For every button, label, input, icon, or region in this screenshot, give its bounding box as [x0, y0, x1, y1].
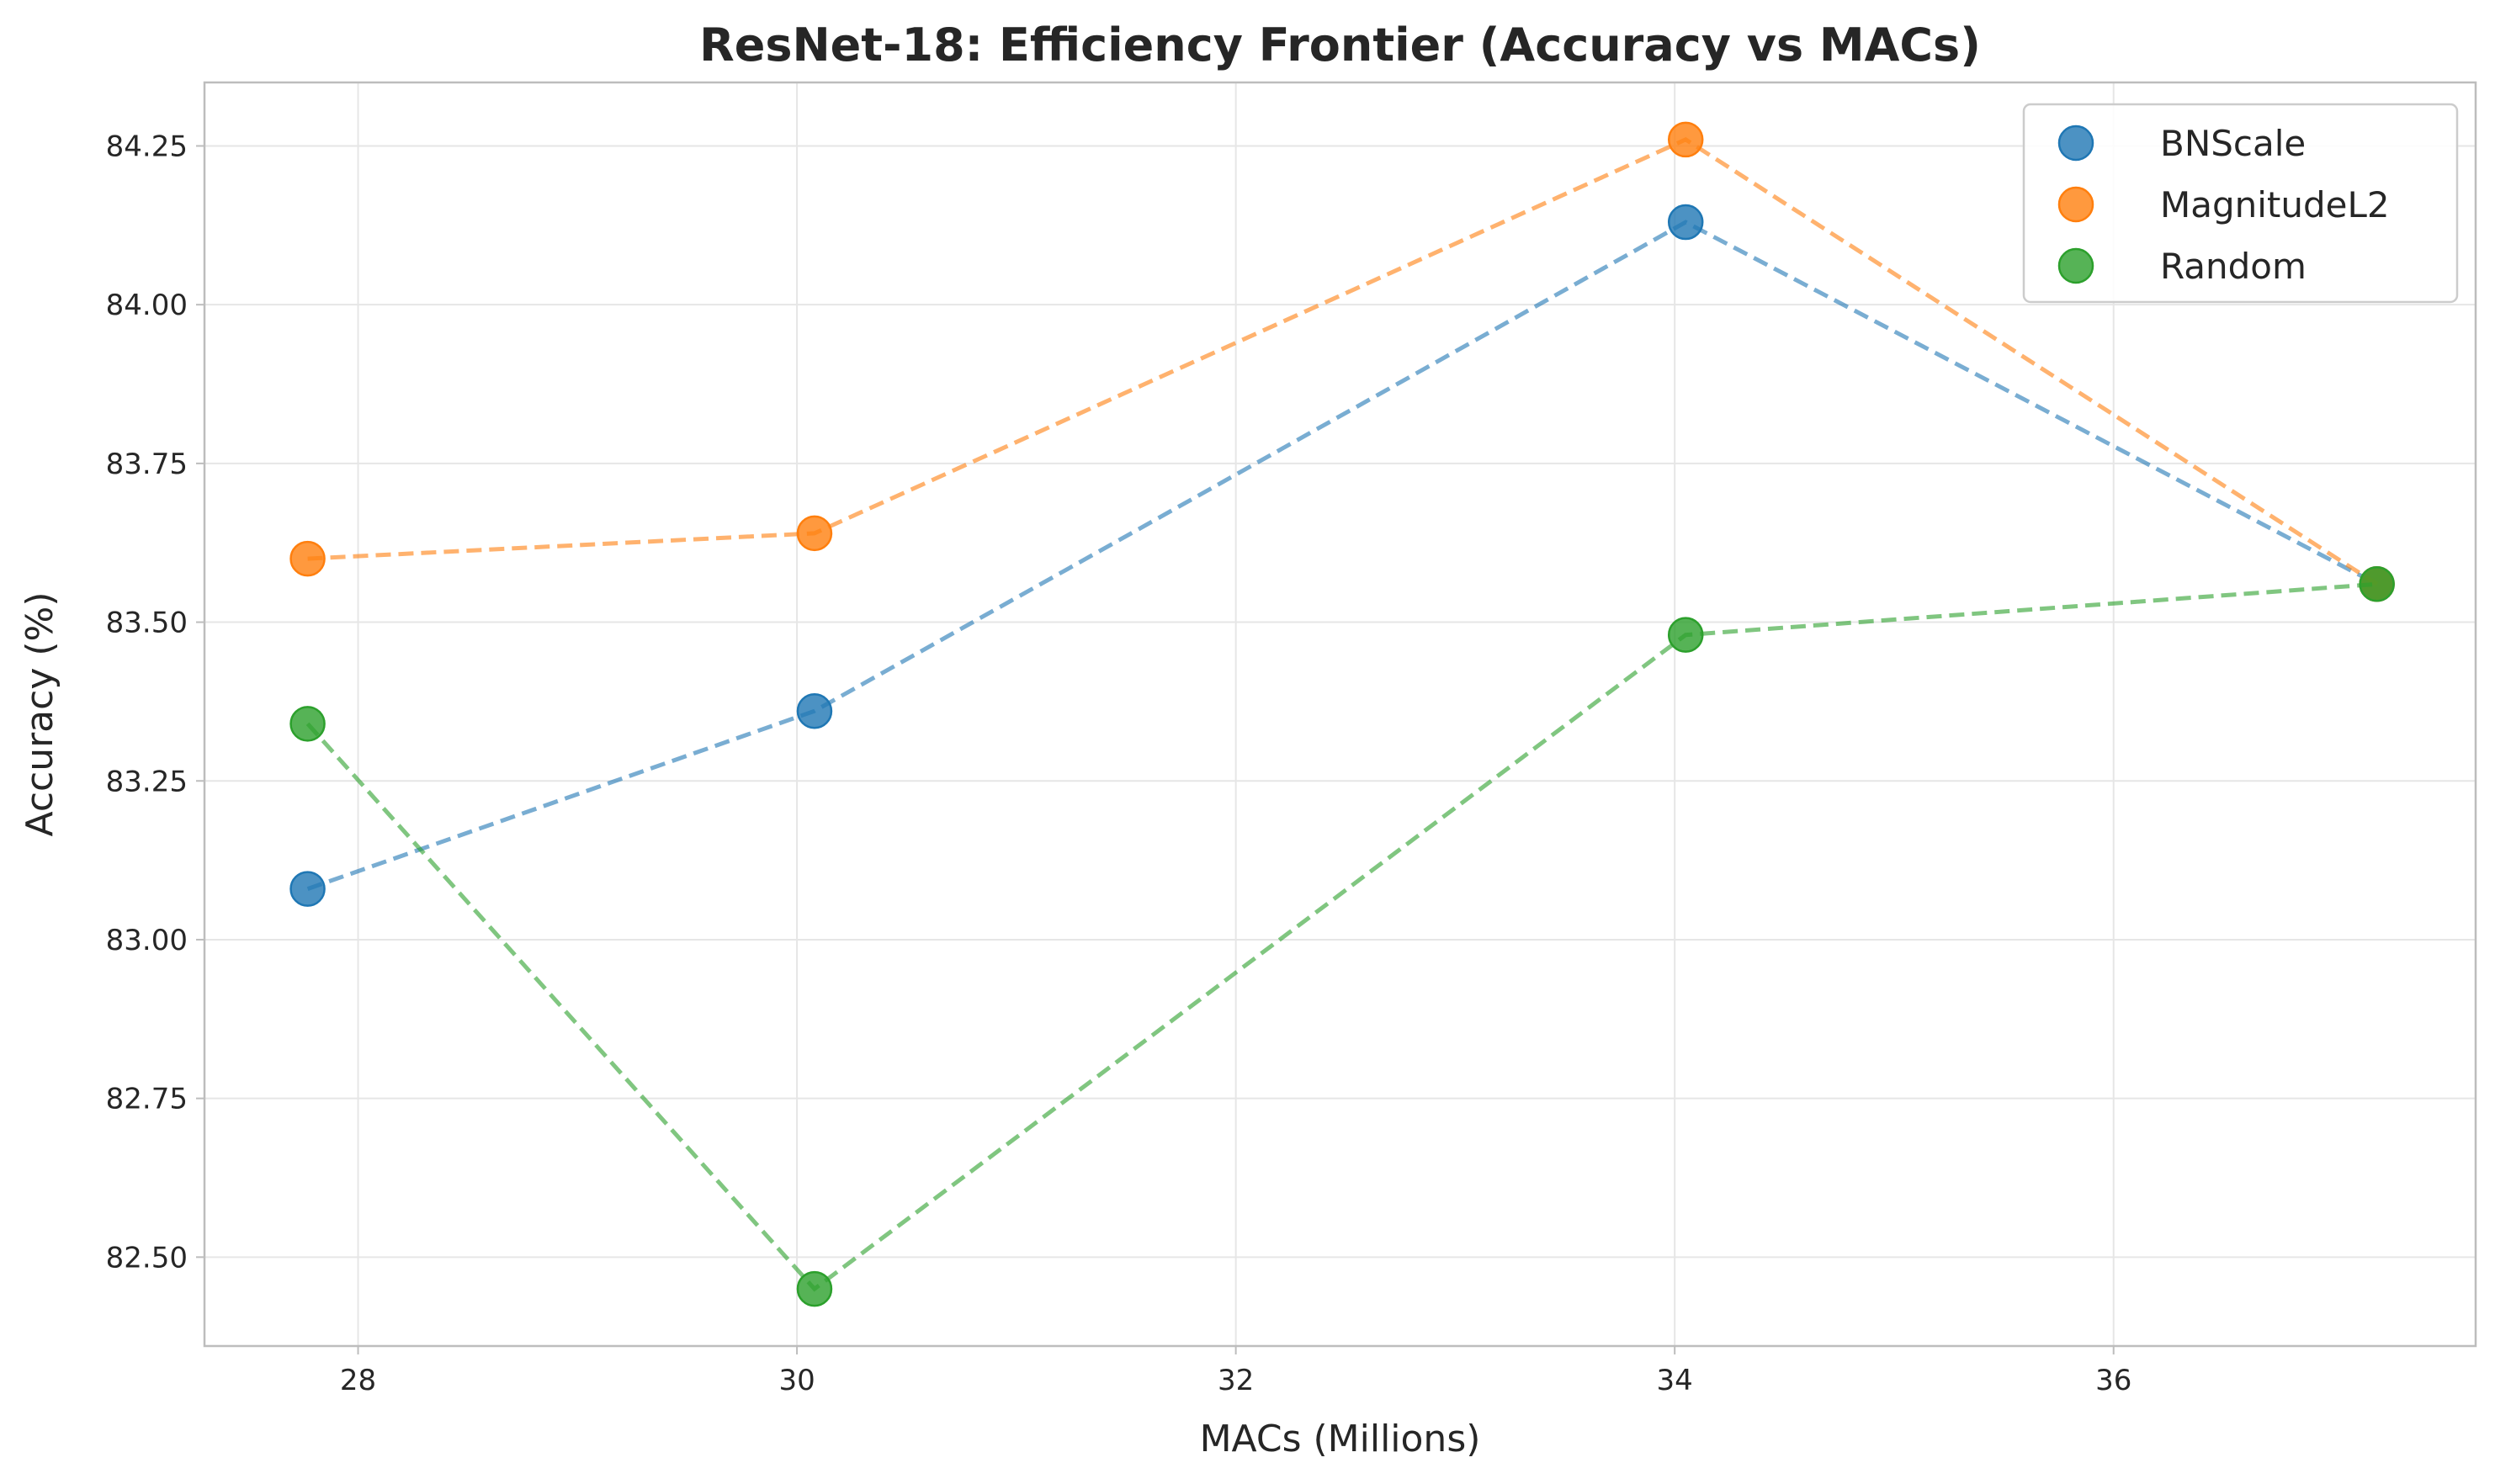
- x-tick-label: 32: [1218, 1364, 1254, 1397]
- series-line: [305, 581, 2377, 1292]
- y-tick-label: 83.00: [106, 924, 188, 957]
- data-point: [796, 515, 833, 552]
- y-tick-label: 82.75: [106, 1083, 188, 1116]
- data-point: [1667, 617, 1704, 653]
- y-tick-label: 84.00: [106, 289, 188, 322]
- series-random: [289, 566, 2395, 1307]
- y-axis-label: Accuracy (%): [19, 591, 61, 836]
- x-tick-label: 34: [1657, 1364, 1693, 1397]
- y-tick-label: 83.25: [106, 765, 188, 798]
- x-tick-label: 28: [340, 1364, 376, 1397]
- legend-marker: [2057, 125, 2094, 162]
- data-point: [796, 1270, 833, 1307]
- series-line: [306, 220, 2378, 891]
- data-point: [1667, 204, 1704, 241]
- data-point: [796, 692, 833, 729]
- x-axis-label: MACs (Millions): [1200, 1418, 1481, 1460]
- plot-frame: [203, 81, 2477, 1348]
- chart-title: ResNet-18: Efficiency Frontier (Accuracy…: [699, 19, 1981, 72]
- data-point: [2359, 566, 2395, 602]
- data-point: [289, 540, 326, 577]
- legend-item-bnscale: BNScale: [2057, 123, 2306, 164]
- legend-item-magnitudel2: MagnitudeL2: [2057, 184, 2390, 225]
- series-line: [307, 137, 2379, 586]
- x-tick-label: 36: [2095, 1364, 2131, 1397]
- legend-item-random: Random: [2057, 246, 2307, 287]
- legend-label: Random: [2160, 246, 2307, 287]
- legend-label: MagnitudeL2: [2160, 184, 2390, 225]
- gridlines: [204, 82, 2476, 1346]
- legend-marker: [2057, 186, 2094, 223]
- y-tick-label: 83.75: [106, 448, 188, 481]
- legend-box: [2022, 103, 2459, 304]
- data-point: [289, 706, 326, 742]
- data-point: [1667, 121, 1704, 158]
- y-tick-label: 83.50: [106, 607, 188, 640]
- legend: BNScale MagnitudeL2 Random: [2022, 103, 2459, 304]
- data-point: [289, 871, 326, 907]
- series-layer: [289, 121, 2395, 1307]
- legend-label: BNScale: [2160, 123, 2306, 164]
- y-tick-label: 82.50: [106, 1241, 188, 1275]
- legend-marker: [2057, 247, 2094, 284]
- y-tick-label: 84.25: [106, 130, 188, 163]
- x-tick-label: 30: [778, 1364, 815, 1397]
- axis-ticks: 28 30 32 34 36 82.50 82.75 83.00 83.25 83.50 83.75…: [106, 130, 2132, 1397]
